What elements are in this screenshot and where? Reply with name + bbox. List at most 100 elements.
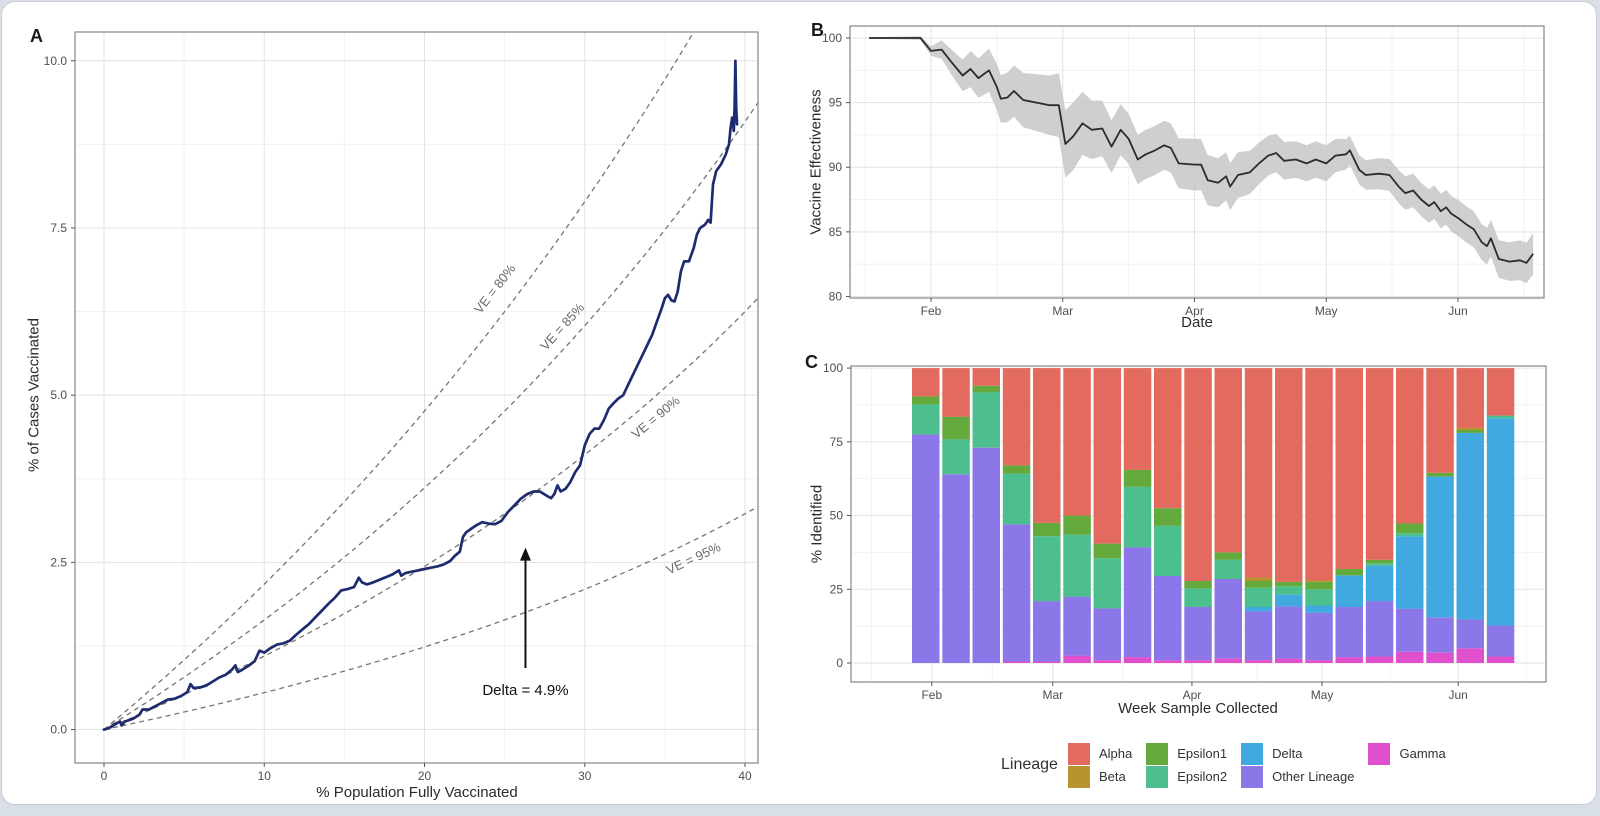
stacked-bar-week-15 xyxy=(1335,368,1363,663)
svg-text:0.0: 0.0 xyxy=(50,723,67,737)
stacked-bar-week-17 xyxy=(1396,368,1424,663)
legend-swatch-beta xyxy=(1067,765,1090,788)
legend-item-other-lineage: Other Lineage xyxy=(1241,765,1368,788)
y-axis-ticks: 0.0 2.5 5.0 7.5 10.0 xyxy=(44,54,75,737)
legend-item-alpha: Alpha xyxy=(1067,742,1146,765)
svg-text:5.0: 5.0 xyxy=(50,388,67,402)
bar-segment-epsilon2 xyxy=(1244,587,1273,607)
stacked-bar-week-12 xyxy=(1244,368,1273,663)
legend-item-epsilon2: Epsilon2 xyxy=(1146,765,1241,788)
bar-segment-other-lineage xyxy=(1033,601,1061,662)
bar-segment-other-lineage xyxy=(1184,607,1212,661)
bar-segment-gamma xyxy=(1123,657,1152,663)
bar-segment-beta xyxy=(1244,577,1273,581)
bar-segment-gamma xyxy=(1063,655,1091,663)
bar-segment-delta xyxy=(1365,565,1394,602)
bar-segment-epsilon2 xyxy=(1123,486,1152,548)
stacked-bar-week-3 xyxy=(972,368,1000,663)
stacked-bar-week-9 xyxy=(1154,368,1182,663)
stacked-bar-week-6 xyxy=(1063,368,1091,663)
legend-column: Epsilon1 Epsilon2 xyxy=(1146,742,1241,788)
bar-segment-alpha xyxy=(1154,368,1182,509)
stacked-bar-week-16 xyxy=(1365,368,1394,663)
svg-text:80: 80 xyxy=(829,289,843,303)
bar-segment-epsilon2 xyxy=(1063,534,1091,597)
legend-label-gamma: Gamma xyxy=(1399,746,1446,761)
bar-segment-epsilon1 xyxy=(1365,559,1394,564)
bar-segment-other-lineage xyxy=(1002,524,1031,662)
bar-segment-alpha xyxy=(1365,368,1394,560)
y-axis-ticks: 80 85 90 95 100 xyxy=(822,31,850,303)
ve-80-reference-line xyxy=(103,32,695,731)
panel-b-y-axis-title: Vaccine Effectiveness xyxy=(807,89,825,235)
bar-segment-delta xyxy=(1426,476,1454,618)
bar-segment-gamma xyxy=(1002,661,1031,663)
svg-text:May: May xyxy=(1315,304,1338,318)
panel-a-chart: 0 10 20 30 40 0.0 2.5 5.0 7.5 10.0 VE = 80% VE = 85… xyxy=(44,31,759,783)
bar-segment-epsilon1 xyxy=(1456,430,1484,433)
stacked-bar-week-2 xyxy=(942,368,970,663)
bar-segment-gamma xyxy=(1396,651,1424,663)
legend-label-epsilon1: Epsilon1 xyxy=(1177,746,1228,761)
bar-segment-gamma xyxy=(1426,652,1454,663)
svg-text:100: 100 xyxy=(822,31,842,45)
panel-a-x-axis-title: % Population Fully Vaccinated xyxy=(316,784,518,801)
bar-segment-epsilon2 xyxy=(942,439,970,475)
bar-segment-alpha xyxy=(1002,368,1031,466)
stacked-bar-week-14 xyxy=(1305,368,1333,663)
bar-segment-epsilon2 xyxy=(1093,558,1121,609)
bar-segment-epsilon1 xyxy=(1305,581,1333,590)
x-axis-ticks: 0 10 20 30 40 xyxy=(101,763,752,783)
panel-frame xyxy=(74,31,759,764)
legend-items: Alpha Beta Epsilon1 Epsilon2 Delta Other Line… xyxy=(1067,742,1460,788)
vaccine-effectiveness-line xyxy=(869,37,1534,264)
panel-c-y-axis-title: % Identified xyxy=(808,484,826,564)
svg-text:Feb: Feb xyxy=(921,304,942,318)
legend-item-delta: Delta xyxy=(1241,742,1368,765)
bar-segment-gamma xyxy=(1184,660,1212,663)
stacked-bar-week-18 xyxy=(1426,368,1454,663)
bar-segment-gamma xyxy=(1244,660,1273,663)
bar-segment-alpha xyxy=(1426,368,1454,473)
stacked-bar-week-13 xyxy=(1275,368,1303,663)
svg-text:20: 20 xyxy=(418,769,432,783)
legend-swatch-epsilon2 xyxy=(1146,765,1169,788)
ve-90-label: VE = 90% xyxy=(628,392,683,441)
svg-text:Apr: Apr xyxy=(1183,688,1202,702)
legend-label-delta: Delta xyxy=(1272,746,1303,761)
bar-segment-epsilon1 xyxy=(1396,523,1424,534)
delta-annotation: Delta = 4.9% xyxy=(482,682,568,699)
bar-segment-gamma xyxy=(1275,658,1303,663)
bar-segment-alpha xyxy=(912,368,940,397)
bar-segment-other-lineage xyxy=(942,474,970,663)
svg-text:0: 0 xyxy=(101,769,108,783)
bar-segment-epsilon2 xyxy=(1184,588,1212,607)
panel-c-label: C xyxy=(805,352,818,372)
legend-label-other-lineage: Other Lineage xyxy=(1272,769,1355,784)
bar-segment-delta xyxy=(1486,418,1515,626)
bar-segment-alpha xyxy=(942,368,970,417)
bar-segment-alpha xyxy=(1123,368,1152,470)
bar-segment-epsilon2 xyxy=(972,392,1000,448)
bar-segment-epsilon1 xyxy=(1154,508,1182,526)
svg-text:Jun: Jun xyxy=(1448,304,1467,318)
panel-a-label: A xyxy=(30,26,43,46)
bar-segment-delta xyxy=(1275,594,1303,607)
svg-text:95: 95 xyxy=(829,96,843,110)
bar-segment-gamma xyxy=(1033,661,1061,663)
bar-segment-other-lineage xyxy=(1396,608,1424,652)
svg-text:10.0: 10.0 xyxy=(44,54,68,68)
bar-segment-epsilon1 xyxy=(1244,581,1273,588)
svg-text:Mar: Mar xyxy=(1042,688,1063,702)
legend-title: Lineage xyxy=(1001,756,1058,773)
bar-segment-beta xyxy=(1305,580,1333,582)
bar-segment-epsilon2 xyxy=(1002,473,1031,525)
bar-segment-epsilon2 xyxy=(1275,586,1303,595)
bar-segment-other-lineage xyxy=(1305,612,1333,661)
bar-segment-alpha xyxy=(1063,368,1091,516)
bar-segment-epsilon2 xyxy=(1033,536,1061,602)
ve-85-reference-line xyxy=(103,101,758,731)
bar-segment-alpha xyxy=(1093,368,1121,544)
bar-segment-delta xyxy=(1244,607,1273,612)
ve-85-label: VE = 85% xyxy=(537,300,587,354)
